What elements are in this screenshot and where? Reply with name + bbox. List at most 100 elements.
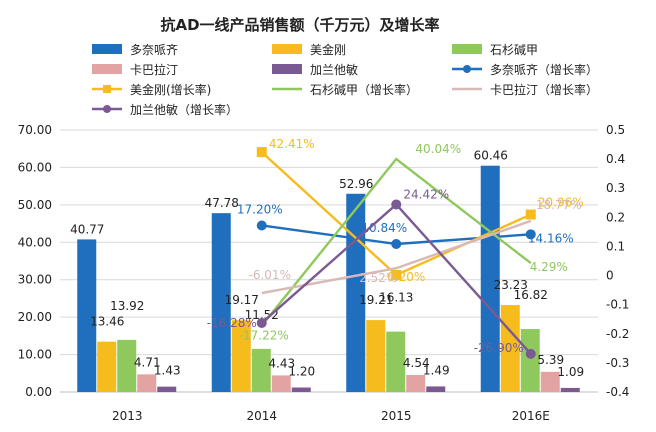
bar-value-label: 11.52 (245, 308, 279, 322)
bar-value-label: 13.92 (110, 299, 144, 313)
y-tick-label: 0.00 (25, 385, 52, 399)
legend-label: 卡巴拉汀（增长率） (490, 82, 598, 97)
y-tick-label: 70.00 (18, 123, 52, 137)
line-marker (256, 317, 267, 328)
legend-label: 多奈哌齐 (130, 42, 178, 57)
line-value-label: 20.96% (538, 196, 584, 210)
bar-value-label: 52.96 (339, 177, 373, 191)
bar-value-label: 23.23 (494, 278, 528, 292)
legend-item: 卡巴拉汀（增长率） (452, 82, 598, 97)
legend-label: 加兰他敏 (310, 62, 358, 77)
line-value-label: 24.42% (403, 187, 449, 201)
bar-value-label: 40.77 (70, 222, 104, 236)
legend-swatch (92, 64, 122, 74)
bar (480, 165, 500, 392)
legend-item: 多奈哌齐（增长率） (452, 62, 598, 77)
line-value-label: -26.90% (474, 341, 524, 355)
y2-tick-label: 0 (606, 269, 614, 283)
bar-value-label: 1.43 (154, 364, 181, 378)
bar (137, 374, 157, 392)
bar (251, 348, 271, 392)
legend-label: 石杉碱甲 (490, 43, 538, 57)
bar-value-label: 4.54 (403, 356, 430, 370)
y-tick-label: 20.00 (18, 310, 52, 324)
legend-marker (463, 65, 471, 73)
legend-item: 加兰他敏 (272, 62, 358, 77)
legend-marker (103, 105, 111, 113)
line-value-label: -17.22% (239, 329, 289, 343)
bar-value-label: 19.17 (225, 293, 259, 307)
bar-value-label: 60.46 (474, 149, 508, 163)
y2-tick-label: 0.5 (606, 123, 625, 137)
legend-swatch (272, 44, 302, 54)
x-tick-label: 2014 (246, 409, 277, 423)
legend-label: 美金刚(增长率) (130, 82, 211, 97)
bar-value-label: 1.09 (557, 365, 584, 379)
line-value-label: 42.41% (269, 137, 315, 151)
bar-value-label: 47.78 (205, 196, 239, 210)
bar-value-label: 1.20 (288, 365, 315, 379)
bar (406, 375, 426, 392)
bar (97, 341, 117, 392)
line-value-label: 18.77% (536, 198, 582, 212)
line-marker (391, 238, 402, 249)
line-marker (256, 220, 267, 231)
legend-swatch (452, 44, 482, 54)
line-value-label: 40.04% (415, 142, 461, 156)
bar-value-label: 4.71 (134, 355, 161, 369)
legend-label: 卡巴拉汀 (130, 62, 178, 77)
legend-item: 美金刚 (272, 42, 346, 57)
bar (117, 339, 137, 392)
legend-item: 卡巴拉汀 (92, 62, 178, 77)
chart-title: 抗AD一线产品销售额（千万元）及增长率 (160, 16, 439, 34)
bar (231, 320, 251, 392)
series-line (260, 157, 532, 327)
bar-value-label: 16.13 (379, 291, 413, 305)
bar-value-label: 13.46 (90, 315, 124, 329)
y-tick-label: 40.00 (18, 235, 52, 249)
legend-label: 石杉碱甲（增长率） (310, 82, 418, 97)
line-marker (525, 348, 536, 359)
x-tick-label: 2015 (381, 409, 412, 423)
legend-label: 加兰他敏（增长率） (130, 102, 238, 117)
plot-area: 0.00 10.00 20.00 30.00 40.00 50.00 60.00 70.00 -… (18, 123, 630, 423)
line-marker (525, 209, 536, 220)
legend-item: 石杉碱甲（增长率） (272, 82, 418, 97)
bar-value-label: 4.43 (268, 356, 295, 370)
legend-item: 加兰他敏（增长率） (92, 102, 238, 117)
y-tick-label: 60.00 (18, 160, 52, 174)
legend-label: 多奈哌齐（增长率） (490, 62, 598, 77)
y2-tick-label: 0.2 (606, 210, 625, 224)
line-marker (391, 199, 402, 210)
legend-label: 美金刚 (310, 42, 346, 57)
bar (560, 387, 580, 392)
bar-value-label: 5.39 (537, 353, 564, 367)
y-tick-label: 50.00 (18, 198, 52, 212)
bar (520, 329, 540, 392)
bar (366, 320, 386, 392)
legend-swatch (92, 44, 122, 54)
y-tick-label: 30.00 (18, 273, 52, 287)
line-value-label: -16.28% (207, 316, 257, 330)
y2-tick-label: -0.1 (606, 298, 629, 312)
line-value-label: 2.52% (359, 271, 397, 285)
bar-value-label: 1.49 (423, 363, 450, 377)
line-marker (525, 229, 536, 240)
line-marker (256, 147, 267, 158)
y2-tick-label: -0.3 (606, 356, 629, 370)
legend-item: 石杉碱甲 (452, 43, 538, 57)
legend-item: 美金刚(增长率) (92, 82, 211, 97)
x-tick-label: 2016E (512, 409, 550, 423)
x-tick-label: 2013 (112, 409, 143, 423)
line-value-label: -6.01% (249, 268, 291, 282)
bar (426, 386, 446, 392)
line-value-label: 14.16% (528, 231, 574, 245)
bar (157, 386, 177, 392)
bar (271, 375, 291, 392)
bar (211, 213, 231, 392)
y2-tick-label: -0.4 (606, 385, 629, 399)
line-value-label: 4.29% (530, 260, 568, 274)
legend-swatch (272, 64, 302, 74)
bar (77, 239, 97, 392)
